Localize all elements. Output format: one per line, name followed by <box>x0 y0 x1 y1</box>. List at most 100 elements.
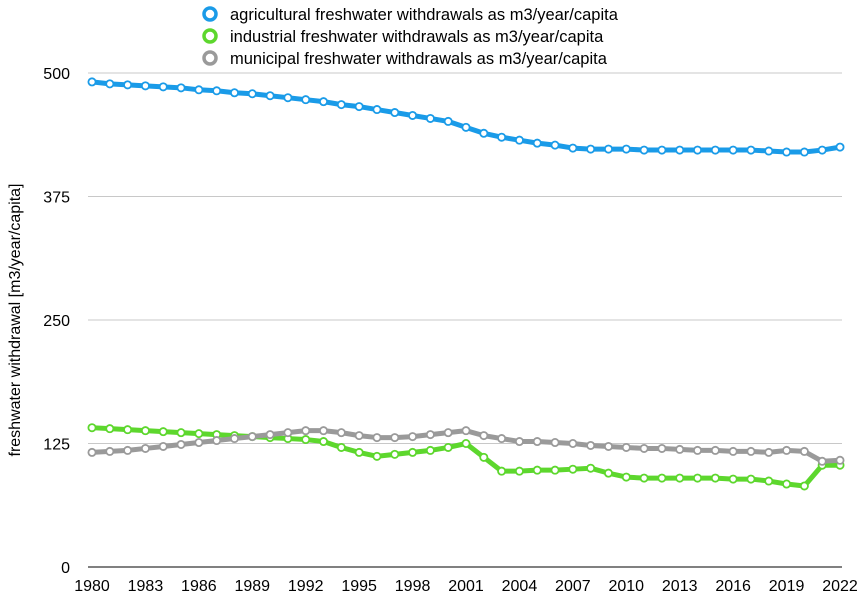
data-point <box>123 80 133 90</box>
data-point <box>728 446 738 456</box>
data-point <box>710 473 720 483</box>
y-tick-label: 500 <box>43 66 70 83</box>
data-point <box>603 468 613 478</box>
data-point <box>657 443 667 453</box>
data-point <box>675 473 685 483</box>
data-point <box>764 476 774 486</box>
data-point <box>675 145 685 155</box>
data-point <box>443 116 453 126</box>
data-point <box>140 81 150 91</box>
data-point <box>550 465 560 475</box>
x-tick-label: 2022 <box>822 578 858 595</box>
data-point <box>194 85 204 95</box>
data-point <box>425 113 435 123</box>
data-point <box>319 97 329 107</box>
y-axis-ticks: 0 125 250 375 500 <box>43 66 70 577</box>
data-point <box>301 95 311 105</box>
data-point <box>693 145 703 155</box>
data-point <box>408 110 418 120</box>
data-point <box>87 77 97 87</box>
data-point <box>550 140 560 150</box>
data-point <box>568 438 578 448</box>
data-point <box>746 145 756 155</box>
data-point <box>603 144 613 154</box>
series-3 <box>87 426 845 466</box>
series-lines <box>87 77 845 491</box>
data-point <box>799 481 809 491</box>
x-tick-label: 2001 <box>448 578 484 595</box>
y-tick-label: 125 <box>43 437 70 454</box>
data-point <box>728 145 738 155</box>
data-point <box>372 105 382 115</box>
data-point <box>586 144 596 154</box>
data-point <box>158 441 168 451</box>
data-point <box>497 434 507 444</box>
data-point <box>194 438 204 448</box>
y-tick-label: 0 <box>61 560 70 577</box>
data-point <box>229 434 239 444</box>
data-point <box>443 442 453 452</box>
data-point <box>782 445 792 455</box>
data-point <box>123 445 133 455</box>
legend-marker <box>202 6 218 22</box>
data-point <box>176 428 186 438</box>
data-point <box>835 455 845 465</box>
data-point <box>390 449 400 459</box>
data-point <box>603 441 613 451</box>
data-point <box>461 438 471 448</box>
data-point <box>817 145 827 155</box>
data-point <box>550 438 560 448</box>
data-point <box>799 446 809 456</box>
x-axis-ticks: 1980 1983 1986 1989 1992 1995 1998 2001 2004 2007… <box>74 578 858 595</box>
x-tick-label: 2007 <box>555 578 591 595</box>
data-point <box>497 132 507 142</box>
data-point <box>675 444 685 454</box>
data-point <box>372 451 382 461</box>
data-point <box>158 427 168 437</box>
data-point <box>799 147 809 157</box>
data-point <box>621 144 631 154</box>
x-tick-label: 1980 <box>74 578 110 595</box>
data-point <box>140 426 150 436</box>
data-point <box>532 465 542 475</box>
data-point <box>140 443 150 453</box>
data-point <box>817 456 827 466</box>
legend-marker <box>202 28 218 44</box>
data-point <box>621 472 631 482</box>
data-point <box>461 426 471 436</box>
data-point <box>728 474 738 484</box>
data-point <box>283 428 293 438</box>
data-point <box>746 446 756 456</box>
data-point <box>390 433 400 443</box>
data-point <box>247 432 257 442</box>
data-point <box>568 464 578 474</box>
data-point <box>639 473 649 483</box>
series-2 <box>87 423 845 491</box>
data-point <box>265 430 275 440</box>
data-point <box>693 473 703 483</box>
y-axis-label: freshwater withdrawal [m3/year/capita] <box>7 184 24 457</box>
data-point <box>408 432 418 442</box>
data-point <box>532 138 542 148</box>
x-tick-label: 1992 <box>288 578 324 595</box>
data-point <box>621 442 631 452</box>
data-point <box>710 145 720 155</box>
x-tick-label: 1986 <box>181 578 217 595</box>
data-point <box>301 435 311 445</box>
data-point <box>514 466 524 476</box>
data-point <box>514 135 524 145</box>
data-point <box>105 79 115 89</box>
data-point <box>319 426 329 436</box>
data-point <box>710 445 720 455</box>
x-tick-label: 2013 <box>662 578 698 595</box>
data-point <box>319 437 329 447</box>
data-point <box>408 447 418 457</box>
data-point <box>105 446 115 456</box>
legend-marker <box>202 50 218 66</box>
legend-label: municipal freshwater withdrawals as m3/y… <box>230 50 608 68</box>
data-point <box>746 474 756 484</box>
legend-label: agricultural freshwater withdrawals as m… <box>230 6 619 24</box>
data-point <box>479 431 489 441</box>
series-line <box>89 79 843 155</box>
